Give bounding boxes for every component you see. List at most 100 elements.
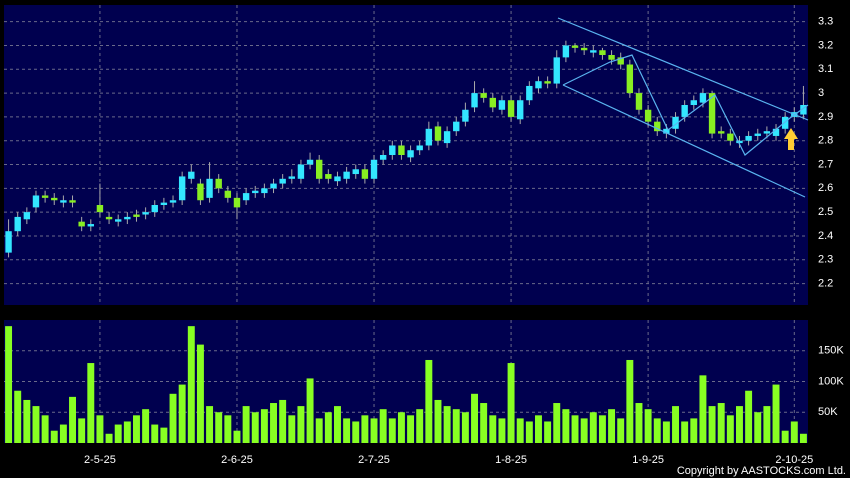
candle-body [507,100,515,117]
candle-body [142,212,149,215]
candle-body [489,97,496,108]
candle-body [544,81,551,84]
x-tick-label: 2-6-25 [221,454,253,466]
candle-body [60,200,67,203]
volume-bar [717,403,725,443]
volume-bar [425,359,433,443]
volume-bar [87,363,95,443]
candle-body [233,197,241,208]
candle-body [443,131,451,144]
y-tick-label: 2.4 [818,230,833,242]
candle-body [553,57,560,84]
candle-body [252,190,259,194]
candle-body [462,109,469,122]
volume-bar [571,415,579,443]
candle-body [590,50,597,53]
volume-bar [416,409,424,443]
candle-body [763,131,771,134]
y-tick-label: 3.2 [818,39,833,51]
volume-bar [562,409,570,443]
volume-bar [78,418,86,443]
volume-bar [160,427,168,443]
volume-bar [41,415,49,443]
x-tick-label: 1-8-25 [495,454,527,466]
volume-bar [23,399,31,443]
volume-bar [288,415,296,443]
candle-body [23,212,31,220]
volume-bar [589,412,597,443]
candle-body [599,50,606,55]
zigzag [562,54,809,156]
candle-body [389,145,396,155]
channel-lower [562,84,806,198]
volume-bar [361,415,369,443]
candle-body [261,188,268,194]
candle-body [562,45,570,58]
candle-body [105,216,113,220]
y-tick-label: 2.6 [818,182,833,194]
candle-body [242,193,250,201]
x-tick-label: 1-9-25 [632,454,664,466]
volume-bar [5,326,13,443]
volume-bar [745,390,753,443]
candle-body [626,64,634,94]
volume-bar [388,418,396,443]
candle-body [316,159,323,179]
volume-bar [270,403,277,443]
candle-body [571,45,579,48]
volume-bar [617,418,625,443]
volume-bar [297,406,305,443]
candle-body [41,195,49,198]
volume-bar [544,421,552,443]
volume-bar [507,363,515,443]
candle-body [672,116,679,129]
volume-bar [726,415,734,443]
annotations [557,17,809,198]
candle-body [133,214,140,217]
volume-bar [799,433,807,443]
candle-body [416,145,423,151]
candle-body [51,197,58,201]
volume-bar [708,406,716,443]
volume-bar [133,415,140,443]
volume-bar [224,415,232,443]
candle-body [224,190,232,198]
volume-bar [151,424,159,443]
candle-body [288,176,295,179]
x-tick-label: 2-7-25 [358,454,390,466]
candle-body [708,93,716,134]
candle-body [215,178,222,189]
candle-body [124,216,131,220]
y-tick-label: 2.3 [818,254,833,266]
volume-bar [763,406,771,443]
candle-body [343,171,350,179]
volume-bar [461,412,469,443]
volume-bar [681,421,689,443]
volume-bar [379,409,387,443]
candle-body [617,57,624,65]
candle-body [5,231,12,253]
volume-bar [653,418,661,443]
volume-bar [142,409,150,443]
volume-bar [352,421,360,443]
volume-bar [123,421,131,443]
volume-bar [626,359,634,443]
volume-bar [580,418,588,443]
marks [5,40,807,443]
volume-bar [480,403,488,443]
volume-bar [489,415,497,443]
volume-bar [32,406,40,443]
candle-body [334,176,341,182]
candle-body [425,128,433,146]
candle-body [14,216,21,232]
candle-body [699,93,707,103]
volume-bar [397,412,405,443]
y-tick-label: 3 [818,87,824,99]
channel-upper [557,17,809,121]
candle-body [644,109,652,122]
candle-body [453,121,460,132]
candle-body [197,183,204,201]
x-tick-label: 2-5-25 [84,454,116,466]
volume-bar [233,430,241,443]
